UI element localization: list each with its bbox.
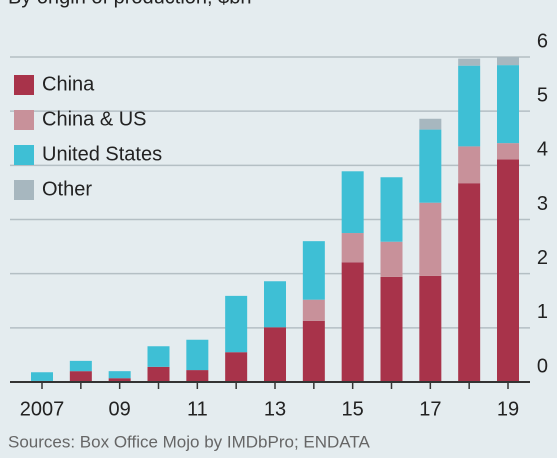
x-tick-label: 19 (497, 398, 519, 420)
x-tick-label: 17 (419, 398, 441, 420)
bar-segment (380, 177, 403, 242)
legend-label: Other (42, 178, 92, 200)
bar-segment (69, 371, 92, 382)
bar-segment (186, 370, 209, 382)
bar-segment (264, 281, 286, 328)
x-tick-label: 2007 (20, 398, 65, 420)
bar-segment (458, 58, 481, 66)
bar-segment (341, 233, 364, 263)
bar-segment (380, 241, 403, 277)
legend-swatch (14, 75, 34, 95)
bar-segment (225, 295, 248, 353)
legend-swatch (14, 110, 34, 130)
y-tick-label: 1 (537, 301, 548, 323)
bar-segment (341, 171, 364, 234)
y-tick-label: 0 (537, 355, 548, 377)
source-note: Sources: Box Office Mojo by IMDbPro; END… (8, 432, 371, 451)
bar-segment (302, 320, 325, 382)
legend-swatch (14, 145, 34, 165)
bar-segment (497, 143, 519, 160)
bar-segment (497, 65, 519, 144)
bar-segment (458, 183, 481, 382)
y-tick-label: 3 (537, 193, 548, 215)
bar-segment (302, 241, 325, 300)
bar-segment (497, 159, 519, 382)
y-tick-label: 5 (537, 84, 548, 106)
x-tick-label: 15 (342, 398, 364, 420)
bar-segment (186, 339, 209, 371)
x-tick-label: 09 (109, 398, 131, 420)
bar-segment (497, 57, 519, 66)
bar-segment (264, 327, 286, 382)
bar-segment (31, 372, 53, 381)
bar-segment (108, 371, 131, 379)
bar-segment (380, 276, 403, 382)
x-tick-label: 13 (264, 398, 286, 420)
bar-segment (419, 202, 442, 276)
bar-segment (302, 299, 325, 321)
bar-segment (341, 262, 364, 382)
x-tick-label: 11 (187, 398, 208, 420)
legend-label: United States (42, 143, 162, 165)
bar-segment (225, 352, 248, 382)
chart-subtitle: By origin of production, $bn (8, 0, 252, 8)
bar-segment (147, 346, 170, 367)
y-tick-label: 6 (537, 30, 548, 52)
bar-segment (458, 65, 481, 147)
bar-segment (419, 275, 442, 382)
bar-segment (458, 146, 481, 184)
bar-segment (69, 360, 92, 372)
bar-segment (419, 129, 442, 203)
bar-segment (419, 118, 442, 130)
legend-swatch (14, 180, 34, 200)
legend-label: China (42, 73, 95, 95)
legend-label: China & US (42, 108, 147, 130)
bar-segment (108, 378, 131, 382)
y-tick-label: 2 (537, 247, 548, 269)
bar-segment (147, 366, 170, 382)
y-tick-label: 4 (537, 139, 548, 161)
